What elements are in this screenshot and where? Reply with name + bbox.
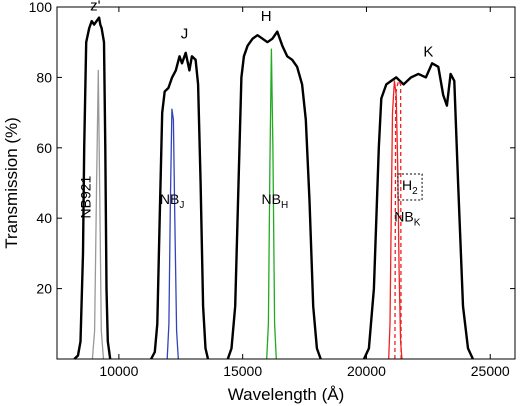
label-h: H (261, 8, 272, 25)
label-nbk: NBK (394, 209, 420, 229)
x-tick-label: 25000 (471, 363, 510, 379)
series-line-nb921 (91, 69, 105, 360)
plot-frame (56, 6, 516, 360)
y-tick-label: 20 (36, 281, 52, 297)
label-nbj: NBJ (160, 191, 184, 211)
x-tick-label: 15000 (223, 363, 262, 379)
x-axis-label: Wavelength (Å) (228, 385, 345, 404)
series-line-nb-j (166, 108, 179, 360)
label-nb921: NB921 (77, 175, 93, 218)
series-line-nb-h (266, 48, 277, 360)
label-h2: H2 (402, 177, 418, 197)
series-line-k (362, 62, 474, 360)
y-axis-label: Transmission (%) (2, 117, 21, 249)
h2-box (397, 173, 423, 201)
series-line-h (226, 30, 322, 360)
x-tick-label: 20000 (347, 363, 386, 379)
y-tick-label: 100 (29, 0, 53, 15)
plot-area (73, 16, 474, 360)
y-tick-label: 60 (36, 140, 52, 156)
label-k: K (423, 43, 433, 60)
axes: 10000 15000 20000 25000 20 40 60 80 100 z' J H K NB92… (29, 0, 516, 379)
series-line-z (73, 16, 112, 360)
y-tick-label: 40 (36, 210, 52, 226)
series-line-h2 (394, 80, 402, 360)
y-tick-label: 80 (36, 69, 52, 85)
label-j: J (181, 26, 189, 43)
label-nbh: NBH (262, 191, 289, 211)
series-line-nb-k (388, 80, 403, 360)
series-line-j (150, 51, 210, 360)
label-z: z' (90, 0, 101, 15)
x-tick-label: 10000 (99, 363, 138, 379)
